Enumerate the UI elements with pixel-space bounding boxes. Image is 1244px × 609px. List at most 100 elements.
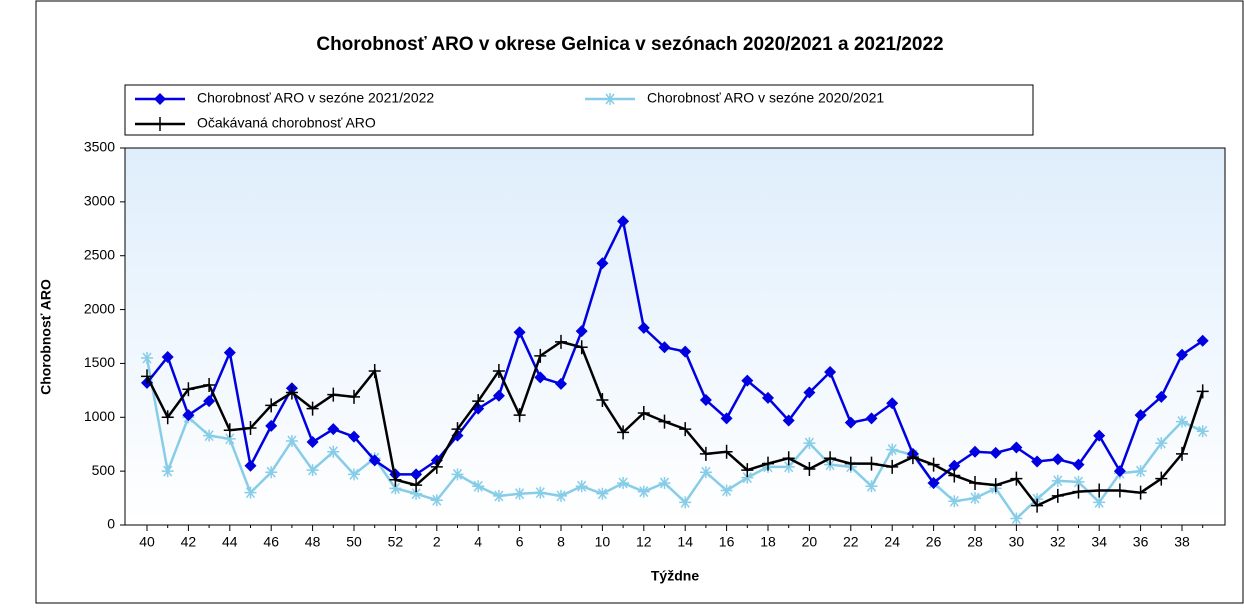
point bbox=[430, 459, 443, 474]
point bbox=[596, 257, 609, 270]
point bbox=[1134, 465, 1147, 478]
point bbox=[1072, 458, 1085, 471]
x-tick-label: 26 bbox=[926, 534, 942, 550]
point bbox=[430, 494, 443, 507]
x-tick-label: 50 bbox=[346, 534, 362, 550]
point bbox=[720, 412, 733, 425]
point bbox=[492, 363, 505, 378]
point bbox=[741, 471, 754, 484]
point bbox=[596, 393, 609, 408]
point bbox=[1031, 498, 1044, 513]
point bbox=[617, 425, 630, 440]
point bbox=[762, 391, 774, 404]
point bbox=[720, 444, 733, 459]
point bbox=[534, 348, 547, 363]
point bbox=[203, 377, 216, 392]
y-tick-label: 500 bbox=[92, 462, 116, 478]
point bbox=[969, 475, 981, 490]
point bbox=[348, 430, 360, 443]
legend-label: Očakávaná chorobnosť ARO bbox=[197, 115, 376, 131]
x-tick-label: 32 bbox=[1050, 534, 1066, 550]
point bbox=[327, 387, 340, 402]
x-tick-label: 38 bbox=[1174, 534, 1190, 550]
point bbox=[1010, 512, 1023, 525]
point bbox=[306, 464, 319, 477]
legend-label: Chorobnosť ARO v sezóne 2020/2021 bbox=[647, 90, 884, 106]
point bbox=[410, 478, 423, 493]
point bbox=[1072, 475, 1085, 488]
point bbox=[534, 371, 547, 384]
point bbox=[555, 489, 567, 502]
point bbox=[948, 495, 961, 508]
point bbox=[1093, 483, 1106, 498]
point bbox=[1051, 474, 1064, 487]
point bbox=[844, 456, 857, 471]
series-line bbox=[145, 340, 1204, 508]
point bbox=[1051, 488, 1064, 503]
x-tick-label: 12 bbox=[636, 534, 652, 550]
x-tick-label: 6 bbox=[516, 534, 524, 550]
point bbox=[1155, 437, 1168, 450]
point bbox=[637, 321, 650, 334]
point bbox=[1155, 390, 1168, 403]
legend-marker bbox=[604, 93, 616, 105]
point bbox=[782, 460, 795, 473]
point bbox=[492, 389, 505, 402]
point bbox=[306, 401, 319, 416]
point bbox=[658, 476, 671, 489]
y-axis-label: Chorobnosť ARO bbox=[38, 279, 54, 395]
series-line bbox=[145, 357, 1204, 521]
legend-marker bbox=[154, 93, 166, 105]
point bbox=[555, 377, 567, 390]
x-tick-label: 22 bbox=[843, 534, 859, 550]
point bbox=[368, 454, 381, 467]
point bbox=[244, 459, 257, 472]
x-tick-label: 42 bbox=[181, 534, 197, 550]
legend-label: Chorobnosť ARO v sezóne 2021/2022 bbox=[197, 90, 434, 106]
point bbox=[141, 369, 153, 384]
legend-marker bbox=[154, 117, 166, 131]
point bbox=[1072, 484, 1085, 499]
point bbox=[368, 363, 381, 378]
point bbox=[803, 386, 816, 399]
point bbox=[203, 395, 216, 408]
x-tick-label: 14 bbox=[677, 534, 693, 550]
point bbox=[824, 451, 837, 466]
point bbox=[265, 419, 278, 432]
point bbox=[741, 374, 754, 387]
point bbox=[1176, 446, 1188, 461]
point bbox=[492, 489, 505, 502]
point bbox=[348, 389, 360, 404]
point bbox=[741, 463, 754, 478]
point bbox=[989, 446, 1002, 459]
point bbox=[513, 487, 526, 500]
x-tick-label: 48 bbox=[305, 534, 321, 550]
point bbox=[803, 461, 816, 476]
point bbox=[1113, 465, 1126, 478]
point bbox=[223, 346, 236, 359]
point bbox=[223, 432, 236, 445]
x-tick-label: 34 bbox=[1091, 534, 1107, 550]
point bbox=[410, 468, 423, 481]
point bbox=[575, 340, 588, 355]
point bbox=[161, 350, 174, 363]
point bbox=[575, 325, 588, 338]
point bbox=[1196, 425, 1209, 438]
point bbox=[886, 443, 899, 456]
point bbox=[699, 466, 712, 479]
point bbox=[906, 450, 919, 465]
point bbox=[327, 423, 340, 436]
point bbox=[534, 486, 547, 499]
x-tick-label: 30 bbox=[1009, 534, 1025, 550]
point bbox=[865, 480, 878, 493]
point bbox=[223, 423, 236, 438]
point bbox=[1196, 384, 1209, 399]
point bbox=[161, 410, 174, 425]
x-tick-label: 36 bbox=[1133, 534, 1149, 550]
y-tick-label: 1500 bbox=[84, 354, 115, 370]
point bbox=[989, 478, 1002, 493]
point bbox=[1134, 485, 1147, 500]
point bbox=[865, 412, 878, 425]
point bbox=[637, 485, 650, 498]
